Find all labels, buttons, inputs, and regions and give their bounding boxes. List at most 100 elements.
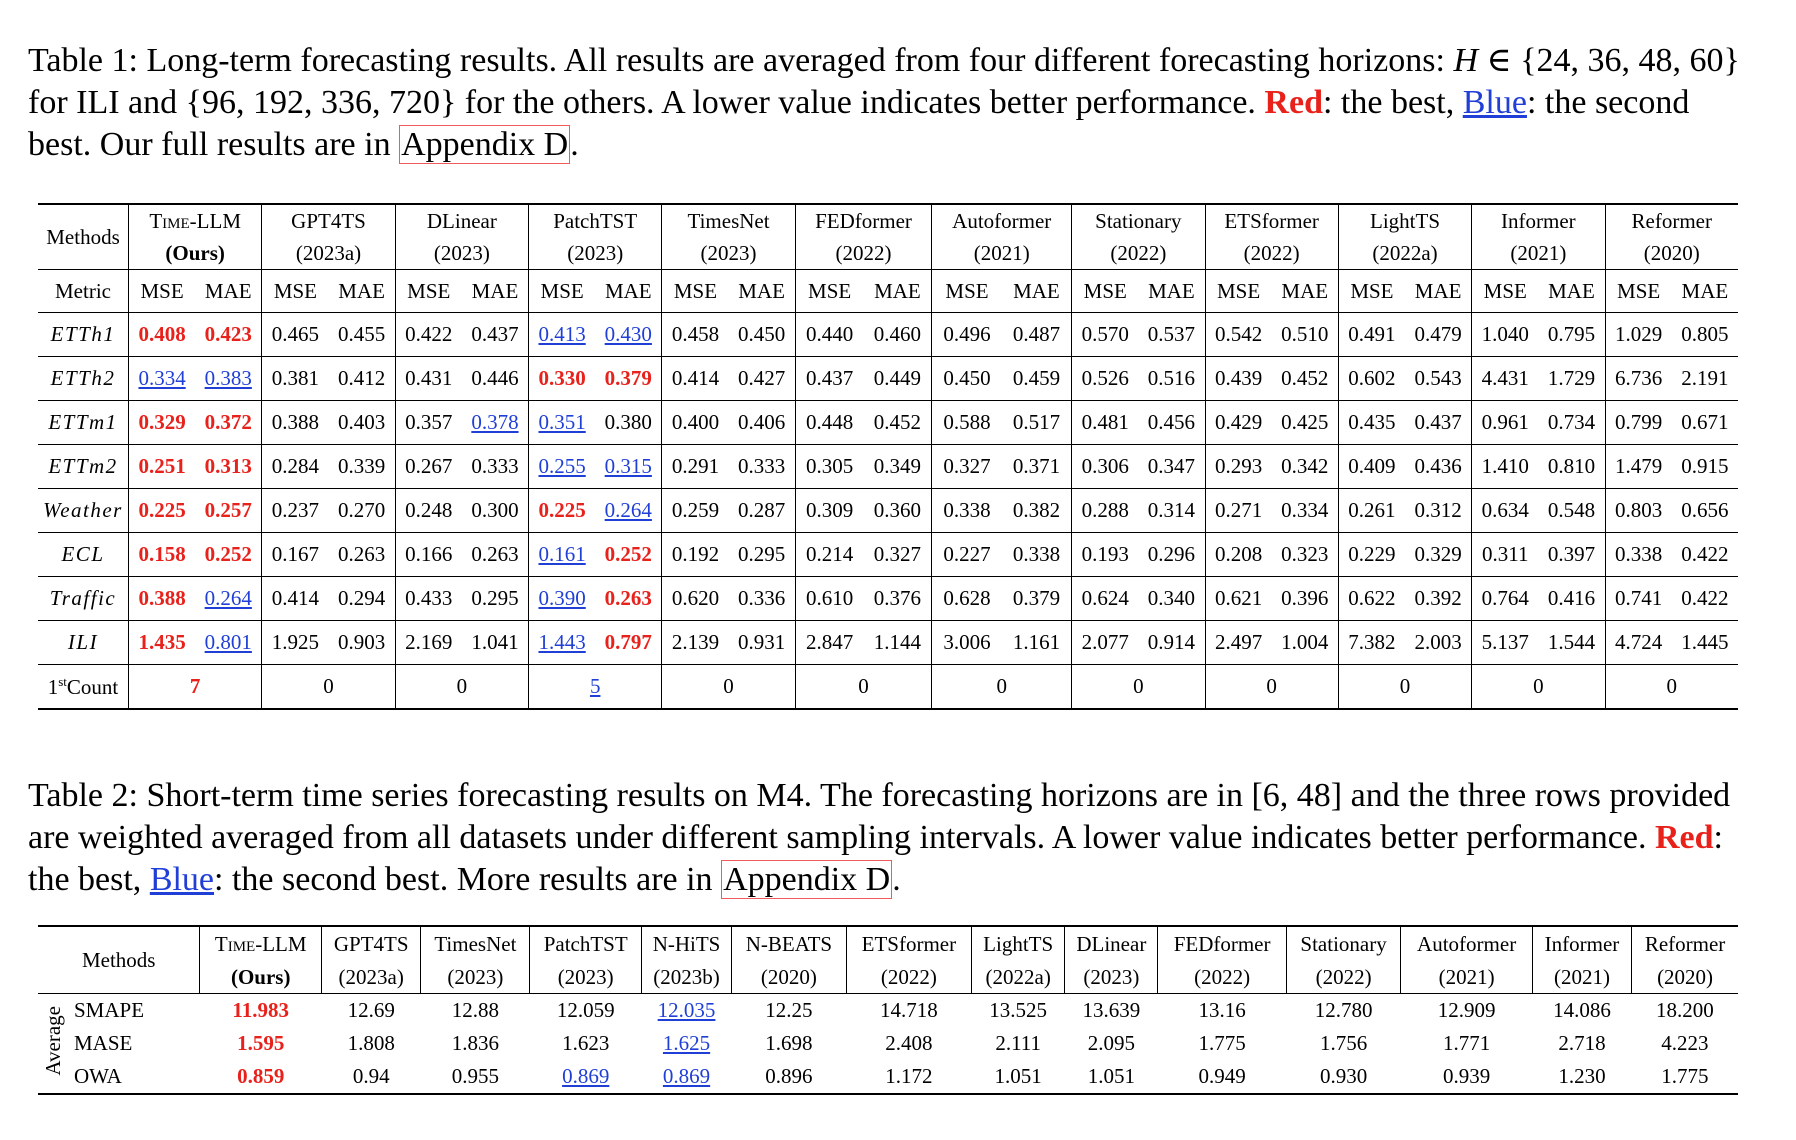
cell-value: 0.383: [204, 366, 252, 390]
cell-value: 0.437: [805, 366, 854, 390]
cell-value: 2.408: [885, 1031, 933, 1055]
table-cell: 18.200: [1631, 993, 1738, 1027]
table-cell: 0.516: [1138, 356, 1205, 401]
table-cell: 0.214: [794, 532, 864, 577]
method-name: DLinear: [1064, 925, 1158, 960]
table-cell: 0.327: [863, 532, 932, 577]
table-cell: 0.805: [1671, 312, 1738, 357]
method-name: GPT4TS: [261, 203, 396, 237]
table-cell: 0.284: [261, 444, 329, 489]
table-cell: 1.443: [528, 620, 596, 665]
cell-value: 0.267: [405, 454, 453, 478]
cell-value: 0.437: [1414, 410, 1462, 434]
cell-value: 0.271: [1214, 498, 1263, 522]
table-cell: 4.724: [1604, 620, 1672, 665]
cell-value: 0.382: [1012, 498, 1061, 522]
cell-value: 1.775: [1661, 1064, 1709, 1088]
cell-value: 0.192: [671, 542, 720, 566]
cell-value: 7.382: [1348, 630, 1396, 654]
table-cell: 2.847: [794, 620, 864, 665]
cell-value: 1.836: [451, 1031, 499, 1055]
table-cell: 0.452: [1271, 356, 1339, 401]
method-year: (2023): [420, 960, 530, 994]
table-cell: 0.939: [1400, 1060, 1533, 1095]
table-cell: 0.338: [931, 488, 1002, 533]
method-name-text: DLinear: [1076, 931, 1147, 956]
table-cell: 12.059: [529, 993, 642, 1027]
table-cell: 0.496: [931, 312, 1002, 357]
cell-value: 12.035: [657, 998, 716, 1022]
cell-value: 0.449: [873, 366, 922, 390]
method-name: PatchTST: [528, 203, 662, 237]
method-name-text: ETSformer: [1224, 209, 1319, 233]
table-cell: 0.296: [1138, 532, 1205, 577]
cell-value: 0.481: [1081, 410, 1129, 434]
cell-value: 0.459: [1012, 366, 1061, 390]
table-cell: 0.264: [595, 488, 662, 533]
table-cell: 0.479: [1405, 312, 1472, 357]
cell-value: 4.431: [1481, 366, 1529, 390]
table-cell: 0.487: [1001, 312, 1072, 357]
cell-value: 0.610: [805, 586, 854, 610]
appendix-link[interactable]: Appendix D: [399, 125, 571, 164]
cell-value: 0.388: [271, 410, 320, 434]
method-name: LightTS: [1337, 203, 1472, 237]
table-cell: 0.327: [931, 444, 1002, 489]
table-cell: 0.437: [794, 356, 864, 401]
cell-value: 0.351: [538, 410, 586, 434]
table-cell: 0.252: [595, 532, 662, 577]
cell-value: 0.805: [1681, 322, 1729, 346]
table-cell: 1.172: [846, 1060, 972, 1095]
cell-value: 2.077: [1081, 630, 1129, 654]
table-cell: 1.230: [1532, 1060, 1632, 1095]
cell-value: 0.397: [1547, 542, 1596, 566]
mae-header: MAE: [1138, 269, 1205, 313]
method-name: FEDformer: [794, 203, 932, 237]
cell-value: 0.422: [1681, 586, 1729, 610]
table-cell: 0.388: [128, 576, 196, 621]
cell-value: 0.295: [471, 586, 519, 610]
cell-value: 0.859: [237, 1064, 285, 1088]
cell-value: 14.086: [1553, 998, 1611, 1022]
method-name-text: Reformer: [1631, 209, 1712, 233]
table-cell: 5.137: [1471, 620, 1539, 665]
dataset-name: ECL: [38, 532, 129, 577]
table-row: OWA 0.859 0.94 0.955 0.869 0.869 0.896 1.172 1.0…: [38, 1060, 1738, 1095]
cell-value: 0.440: [805, 322, 854, 346]
table-cell: 0.413: [528, 312, 596, 357]
mse-header: MSE: [1337, 269, 1406, 313]
table-cell: 0.799: [1604, 400, 1672, 445]
cell-value: 0.336: [738, 586, 786, 610]
table-cell: 0.764: [1471, 576, 1539, 621]
table-cell: 0.734: [1538, 400, 1606, 445]
cell-value: 0.797: [604, 630, 652, 654]
table-cell: 0.248: [394, 488, 462, 533]
cell-value: 1.625: [662, 1031, 711, 1055]
table-cell: 0.570: [1071, 312, 1139, 357]
cell-value: 0.526: [1081, 366, 1129, 390]
table-cell: 0.388: [261, 400, 329, 445]
cell-value: 0.294: [337, 586, 386, 610]
method-header-row: Methods Time-LLM GPT4TS TimesNet PatchTST N-H…: [38, 925, 1738, 994]
method-year: (2023b): [640, 960, 732, 994]
table-cell: 0.381: [261, 356, 329, 401]
cell-value: 0.339: [337, 454, 386, 478]
cell-value: 0.914: [1147, 630, 1196, 654]
table-cell: 0.371: [1001, 444, 1072, 489]
table-cell: 7.382: [1337, 620, 1406, 665]
method-year: (2023): [528, 237, 662, 270]
appendix-link[interactable]: Appendix D: [721, 860, 893, 899]
mse-header: MSE: [128, 269, 196, 313]
mae-header: MAE: [328, 269, 396, 313]
cell-value: 0.903: [337, 630, 386, 654]
table-cell: 2.111: [972, 1027, 1065, 1060]
cell-value: 0.939: [1443, 1064, 1491, 1088]
table-cell: 0.334: [128, 356, 196, 401]
cell-value: 0.734: [1547, 410, 1596, 434]
short-term-forecasting-table: Methods Time-LLM GPT4TS TimesNet PatchTST N-H…: [38, 925, 1738, 1095]
table-cell: 0.439: [1204, 356, 1272, 401]
table-cell: 0.267: [394, 444, 462, 489]
cell-value: 0.416: [1547, 586, 1596, 610]
table-cell: 0.414: [661, 356, 729, 401]
table-cell: 0.333: [728, 444, 796, 489]
